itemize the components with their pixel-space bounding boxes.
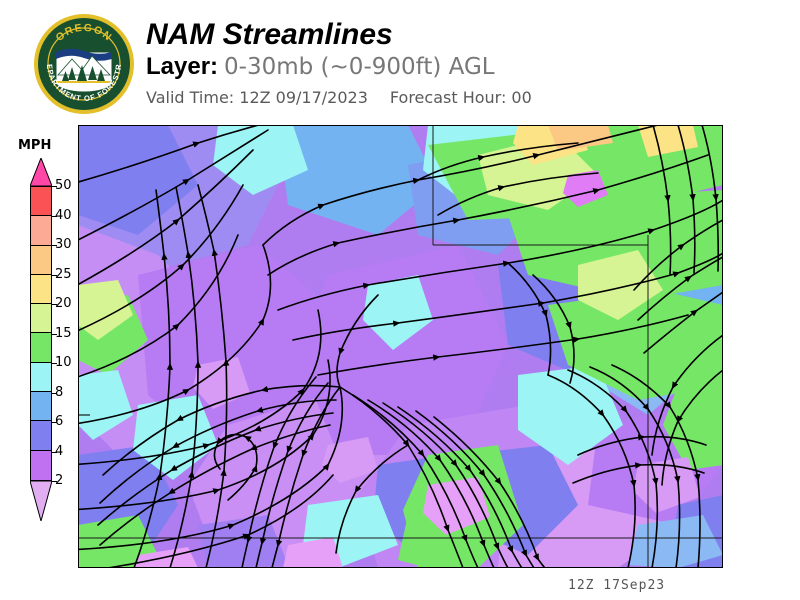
colorbar-tickmark-30 bbox=[52, 245, 57, 246]
colorbar-band-20-25 bbox=[31, 274, 51, 305]
colorbar-tick-10: 10 bbox=[55, 355, 72, 370]
streamline-map[interactable] bbox=[78, 125, 723, 568]
colorbar-tick-2: 2 bbox=[55, 473, 64, 488]
colorbar-band-25-30 bbox=[31, 245, 51, 275]
colorbar-tickmark-20 bbox=[52, 304, 57, 305]
colorbar-band-6-8 bbox=[31, 392, 51, 422]
colorbar-tick-50: 50 bbox=[55, 178, 72, 193]
title-block: NAM Streamlines Layer: 0-30mb (~0-900ft) … bbox=[146, 18, 532, 107]
map-border bbox=[78, 125, 723, 568]
page-header: OREGON DEPARTMENT OF FORESTRY NAM Stream… bbox=[0, 0, 800, 122]
colorbar-tickmark-50 bbox=[52, 186, 57, 187]
speed-field-patches bbox=[78, 125, 723, 568]
colorbar-tickmark-25 bbox=[52, 274, 57, 276]
colorbar-band-10-15 bbox=[31, 333, 51, 363]
colorbar-tickmark-6 bbox=[52, 422, 57, 423]
colorbar-bands bbox=[30, 186, 52, 481]
colorbar-tick-6: 6 bbox=[55, 414, 64, 429]
colorbar-tickmark-10 bbox=[52, 363, 57, 364]
colorbar-tick-25: 25 bbox=[55, 266, 72, 282]
colorbar-tick-20: 20 bbox=[55, 296, 72, 311]
colorbar-under-arrow bbox=[30, 481, 52, 521]
colorbar-tick-40: 40 bbox=[55, 207, 72, 223]
legend-colorbar: MPH 50 40 30 25 20 15 10 8 6 4 2 bbox=[0, 138, 78, 538]
colorbar-tick-15: 15 bbox=[55, 325, 72, 341]
map-timestamp: 12Z 17Sep23 bbox=[568, 578, 666, 593]
page-title: NAM Streamlines bbox=[146, 18, 393, 51]
layer-value: 0-30mb (~0-900ft) AGL bbox=[224, 54, 495, 80]
colorbar-tick-4: 4 bbox=[55, 443, 64, 459]
colorbar-tickmark-40 bbox=[52, 215, 57, 217]
colorbar-tickmark-2 bbox=[52, 481, 57, 482]
colorbar-tick-30: 30 bbox=[55, 237, 72, 252]
colorbar: 50 40 30 25 20 15 10 8 6 4 2 bbox=[30, 158, 78, 528]
colorbar-tickmark-8 bbox=[52, 392, 57, 394]
weather-map-panel[interactable] bbox=[78, 125, 723, 568]
layer-label: Layer: bbox=[146, 53, 219, 80]
colorbar-over-arrow bbox=[30, 158, 52, 186]
colorbar-tickmark-15 bbox=[52, 333, 57, 335]
forecast-hour-text: Forecast Hour: 00 bbox=[389, 88, 532, 107]
colorbar-tickmark-4 bbox=[52, 451, 57, 453]
streamlines bbox=[78, 125, 723, 568]
legend-units-label: MPH bbox=[18, 138, 52, 153]
colorbar-band-2-4 bbox=[31, 450, 51, 480]
colorbar-band-8-10 bbox=[31, 362, 51, 393]
colorbar-band-4-6 bbox=[31, 421, 51, 451]
oregon-dept-forestry-logo: OREGON DEPARTMENT OF FORESTRY bbox=[32, 12, 134, 114]
layer-line: Layer: 0-30mb (~0-900ft) AGL bbox=[146, 53, 532, 84]
colorbar-tick-8: 8 bbox=[55, 384, 64, 400]
valid-time-text: Valid Time: 12Z 09/17/2023 bbox=[146, 88, 368, 107]
colorbar-band-40-50 bbox=[31, 187, 51, 217]
colorbar-band-30-40 bbox=[31, 216, 51, 246]
colorbar-band-15-20 bbox=[31, 304, 51, 334]
valid-time-line: Valid Time: 12Z 09/17/2023 Forecast Hour:… bbox=[146, 88, 532, 107]
